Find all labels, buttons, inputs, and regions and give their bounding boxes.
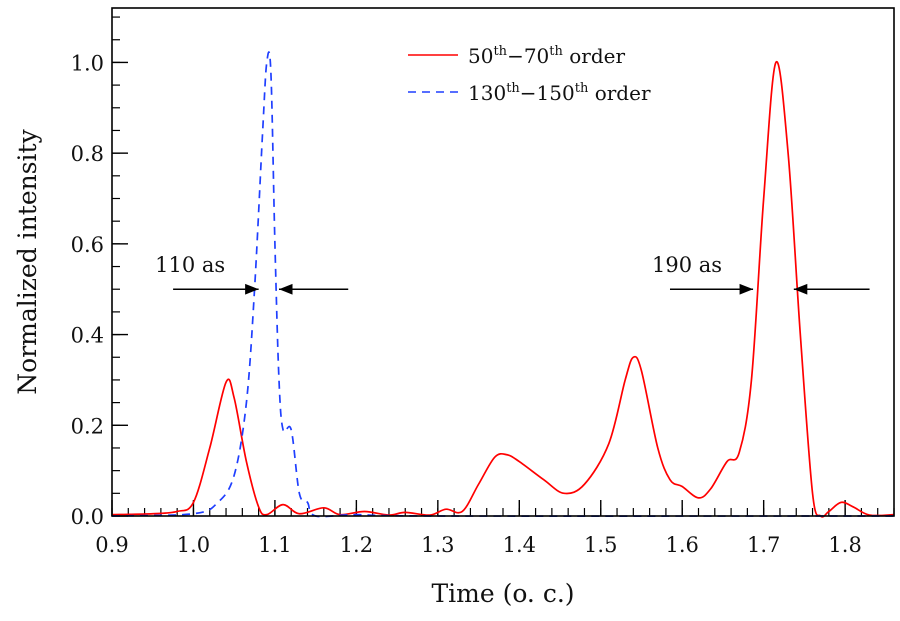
plot-frame (111, 7, 895, 517)
x-tick-label: 0.9 (95, 533, 128, 557)
series-line-0 (111, 60, 895, 518)
legend: 50th−70th order 130th−150th order (408, 44, 651, 105)
x-tick-label: 1.3 (421, 533, 454, 557)
y-tick-label: 0.0 (71, 505, 104, 529)
legend-label-50-70: 50th−70th order (468, 44, 625, 68)
x-tick-label: 1.5 (584, 533, 617, 557)
legend-label-130-150: 130th−150th order (468, 81, 651, 105)
fwhm-label: 190 as (652, 253, 722, 277)
x-tick-label: 1.7 (747, 533, 780, 557)
x-tick-label: 1.6 (666, 533, 699, 557)
y-tick-label: 0.8 (71, 142, 104, 166)
x-tick-label: 1.1 (258, 533, 291, 557)
x-axis-label: Time (o. c.) (431, 579, 574, 608)
y-axis-label: Normalized intensity (13, 128, 42, 394)
x-tick-label: 1.4 (503, 533, 536, 557)
y-tick-label: 0.4 (71, 324, 104, 348)
fwhm-label: 110 as (155, 253, 225, 277)
y-tick-label: 1.0 (71, 51, 104, 75)
x-tick-label: 1.8 (828, 533, 861, 557)
x-tick-label: 1.2 (340, 533, 373, 557)
series-line-1 (111, 51, 895, 518)
y-tick-label: 0.6 (71, 233, 104, 257)
y-tick-label: 0.2 (71, 414, 104, 438)
x-tick-label: 1.0 (177, 533, 210, 557)
